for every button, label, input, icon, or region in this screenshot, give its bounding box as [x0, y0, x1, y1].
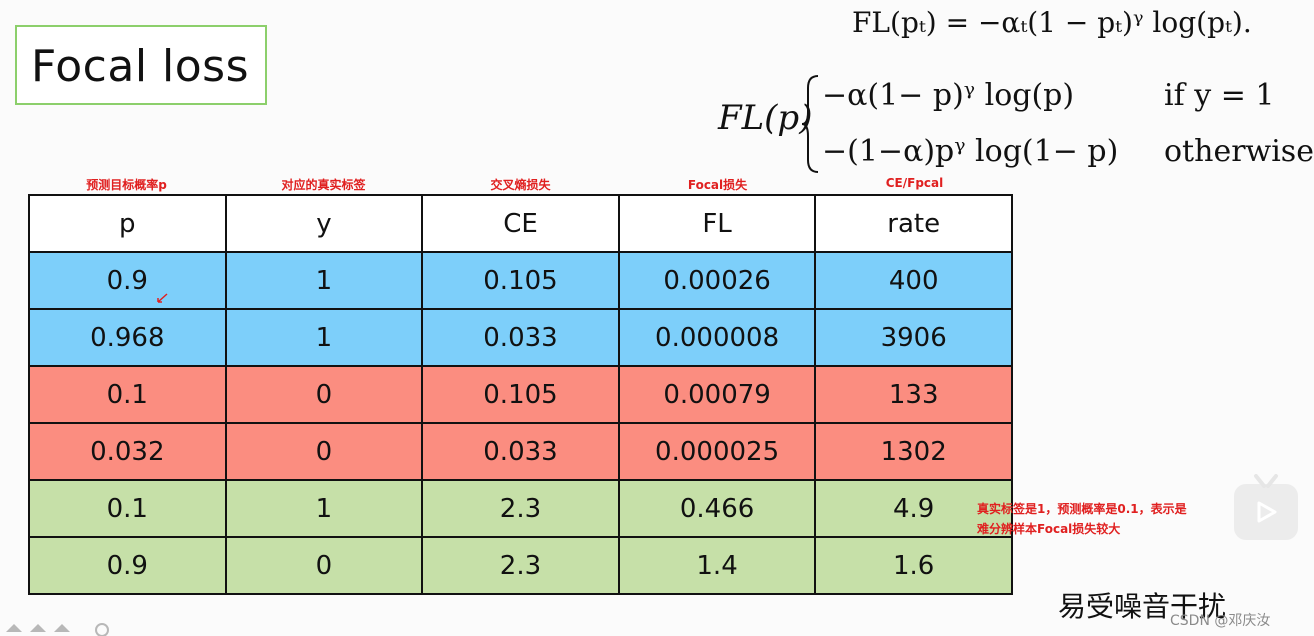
table-cell: 0.9: [28, 536, 227, 595]
table-cell: 1.4: [617, 536, 817, 595]
column-notes: 预测目标概率p 对应的真实标签 交叉熵损失 Focal损失 CE/Fpcal: [28, 176, 1012, 192]
focal-loss-formula: FL(pₜ) = −αₜ(1 − pₜ)ᵞ log(pₜ).: [852, 6, 1252, 39]
brace-icon: [801, 75, 819, 173]
table-cell: 1: [224, 308, 424, 367]
note-line: 难分辨样本Focal损失较大: [977, 522, 1121, 536]
table-cell: 1: [224, 251, 424, 310]
header-cell: y: [224, 194, 424, 253]
column-note: Focal损失: [687, 178, 748, 192]
table-cell: 0.000025: [617, 422, 817, 481]
table-cell: 2.3: [421, 536, 620, 595]
table-cell: 400: [814, 251, 1013, 310]
table-cell: 1302: [814, 422, 1013, 481]
piecewise-lhs: FL(p): [718, 98, 813, 138]
slide-title: Focal loss: [31, 41, 250, 92]
table-cell: 0: [224, 422, 424, 481]
header-cell: FL: [617, 194, 817, 253]
column-note: 预测目标概率p: [86, 178, 167, 192]
table-cell: 4.9: [814, 479, 1013, 538]
table-cell: 0.1: [28, 479, 227, 538]
column-note: CE/Fpcal: [885, 176, 944, 190]
note-line: 真实标签是1，预测概率是0.1，表示是: [977, 502, 1187, 516]
header-cell: CE: [421, 194, 620, 253]
cursor-arrow-icon: [157, 293, 168, 303]
table-cell: 2.3: [421, 479, 620, 538]
table-row: 0.1 0 0.105 0.00079 133: [28, 365, 1013, 424]
table-row: 0.1 1 2.3 0.466 4.9: [28, 479, 1013, 538]
table-cell: 0: [224, 365, 424, 424]
table-cell: 0.033: [421, 308, 620, 367]
table-cell: 1: [224, 479, 424, 538]
case2-condition: otherwise,: [1164, 134, 1314, 169]
loss-comparison-table: p y CE FL rate 0.9 1 0.105 0.00026 400 0…: [28, 194, 1013, 595]
annotation-note: 真实标签是1，预测概率是0.1，表示是 难分辨样本Focal损失较大: [977, 499, 1277, 539]
table-cell: 0.032: [28, 422, 227, 481]
title-box: Focal loss: [15, 25, 267, 105]
table-cell: 0.00026: [617, 251, 817, 310]
header-cell: rate: [814, 194, 1013, 253]
table-cell: 133: [814, 365, 1013, 424]
header-cell: p: [28, 194, 227, 253]
table-cell: 0.105: [421, 251, 620, 310]
case1-condition: if y = 1: [1164, 78, 1275, 113]
case1-expression: −α(1− p)ᵞ log(p): [822, 78, 1075, 113]
table-cell: 0.968: [28, 308, 227, 367]
table-cell: 0.000008: [617, 308, 817, 367]
column-note: 交叉熵损失: [490, 178, 551, 192]
column-note: 对应的真实标签: [281, 178, 366, 192]
play-button[interactable]: [1234, 474, 1298, 540]
table-cell: 3906: [814, 308, 1013, 367]
table-cell: 0: [224, 536, 424, 595]
table-cell: 0.9: [28, 251, 227, 310]
slide-toolbar-icons[interactable]: [0, 618, 120, 636]
play-icon: [1257, 501, 1277, 523]
table-row: 0.9 1 0.105 0.00026 400: [28, 251, 1013, 310]
table-cell: 0.033: [421, 422, 620, 481]
table-header-row: p y CE FL rate: [28, 194, 1013, 253]
table-row: 0.9 0 2.3 1.4 1.6: [28, 536, 1013, 595]
table-cell: 1.6: [814, 536, 1013, 595]
table-row: 0.968 1 0.033 0.000008 3906: [28, 308, 1013, 367]
caption-text: 易受噪音干扰: [1058, 590, 1227, 623]
case2-expression: −(1−α)pᵞ log(1− p): [822, 134, 1119, 169]
watermark: CSDN @邓庆汝: [1170, 613, 1271, 629]
table-cell: 0.1: [28, 365, 227, 424]
table-cell: 0.466: [617, 479, 817, 538]
tv-ears-icon: [1254, 474, 1278, 488]
table-row: 0.032 0 0.033 0.000025 1302: [28, 422, 1013, 481]
table-cell: 0.00079: [617, 365, 817, 424]
table-cell: 0.105: [421, 365, 620, 424]
